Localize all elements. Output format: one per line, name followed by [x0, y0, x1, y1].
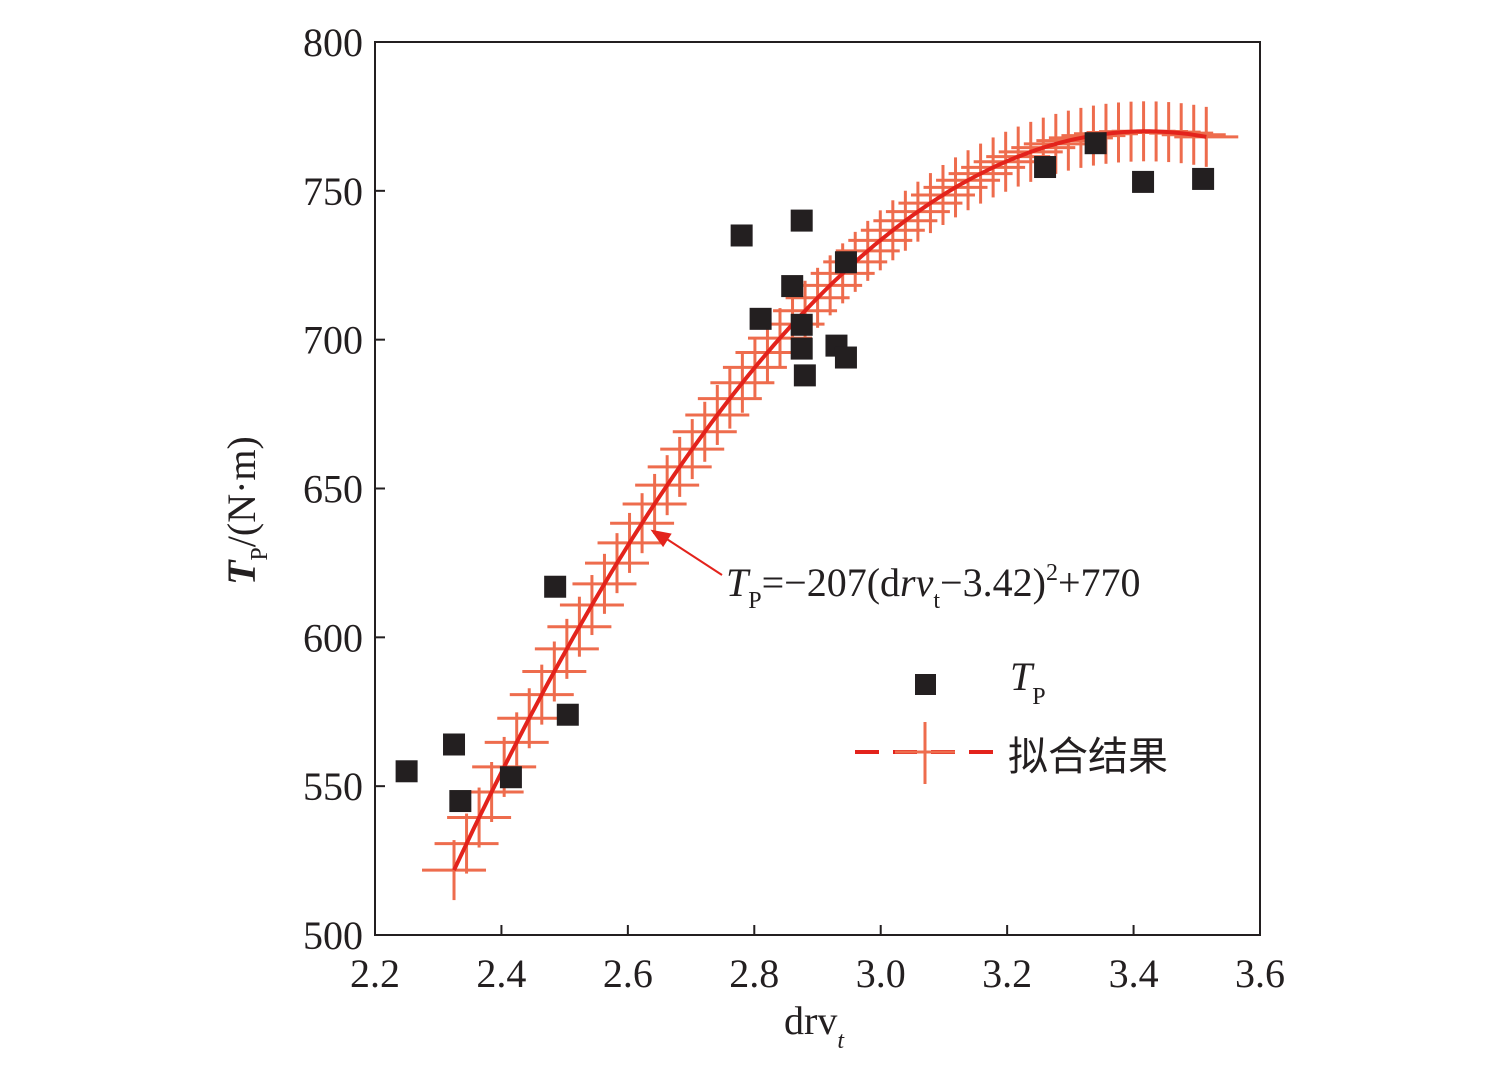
y-tick-label: 700: [303, 318, 363, 363]
data-point: [793, 364, 816, 387]
data-points: [395, 132, 1215, 813]
fit-markers: [422, 101, 1239, 901]
x-tick-label: 2.4: [476, 951, 526, 996]
y-tick-label: 550: [303, 764, 363, 809]
data-point: [834, 251, 857, 274]
data-point: [499, 766, 522, 789]
data-point: [730, 224, 753, 247]
x-tick-label: 2.8: [729, 951, 779, 996]
y-tick-label: 750: [303, 169, 363, 214]
data-point: [790, 313, 813, 336]
data-point: [790, 337, 813, 360]
x-tick-label: 2.2: [350, 951, 400, 996]
data-point: [1034, 156, 1057, 179]
y-tick-label: 800: [303, 20, 363, 65]
equation-text: TP=−207(drvt−3.42)2+770: [726, 560, 1141, 614]
x-axis-title: drvt: [784, 998, 845, 1054]
data-point: [443, 733, 466, 756]
y-tick-label: 650: [303, 467, 363, 512]
x-axis-ticks: 2.2 2.4 2.6 2.8 3.0 3.2 3.4 3.6: [350, 925, 1285, 996]
data-point: [395, 760, 418, 783]
data-point: [544, 575, 567, 598]
x-tick-label: 3.0: [856, 951, 906, 996]
data-point: [749, 307, 772, 330]
legend-label-fit: 拟合结果: [1008, 734, 1168, 779]
y-axis-ticks: 500 550 600 650 700 750 800: [303, 20, 385, 958]
annotation-arrowhead: [650, 529, 672, 548]
legend: TP 拟合结果: [855, 654, 1168, 784]
annotation-arrow: [657, 532, 723, 576]
y-tick-label: 500: [303, 913, 363, 958]
data-point: [1084, 132, 1107, 155]
data-point: [781, 275, 804, 298]
data-point: [1192, 167, 1215, 190]
data-point: [1132, 170, 1155, 193]
data-point: [790, 209, 813, 232]
legend-label-tp: TP: [1010, 654, 1046, 710]
x-tick-label: 3.4: [1109, 951, 1159, 996]
plot-frame: [374, 41, 1261, 936]
data-point: [834, 346, 857, 369]
legend-marker-square: [915, 674, 936, 695]
fit-curve: [452, 129, 1207, 871]
data-point: [449, 790, 472, 813]
data-point: [556, 703, 579, 726]
y-tick-label: 600: [303, 615, 363, 660]
x-tick-label: 3.2: [982, 951, 1032, 996]
x-tick-label: 2.6: [603, 951, 653, 996]
x-tick-label: 3.6: [1235, 951, 1285, 996]
y-axis-title: TP/(N·m): [219, 436, 273, 585]
equation-annotation: TP=−207(drvt−3.42)2+770: [650, 529, 1141, 614]
